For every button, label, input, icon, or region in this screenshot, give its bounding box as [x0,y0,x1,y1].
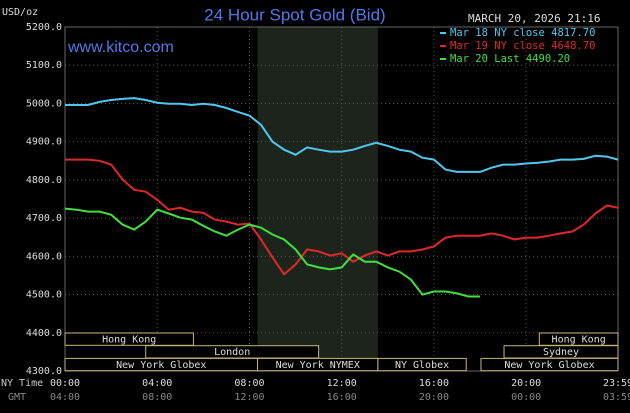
y-tick-label: 4600.0 [26,251,62,262]
series-line [64,207,480,298]
x2-tick-label: 03:59 [603,392,630,403]
x2-tick-label: 16:00 [327,392,357,403]
session-label: New York Globex [504,360,594,371]
session-label: London [214,347,250,358]
x-tick-label: 16:00 [419,378,449,389]
session-label: NY Globex [395,360,449,371]
session-bar [480,357,619,372]
y-tick-label: 4800.0 [26,175,62,186]
x-tick-label: 23:59 [603,378,630,389]
x2-tick-label: 08:00 [142,392,172,403]
chart-title: 24 Hour Spot Gold (Bid) [204,5,385,24]
y-tick-label: 4500.0 [26,290,62,301]
series-line [65,97,619,173]
timestamp: MARCH 20, 2026 21:16 [468,12,600,25]
x2-tick-label: 12:00 [234,392,264,403]
y-tick-label: 4900.0 [26,137,62,148]
y-unit: USD/oz [2,7,38,18]
y-tick-label: 4400.0 [26,328,62,339]
x2-tick-label: 20:00 [419,392,449,403]
y-tick-label: 4300.0 [26,366,62,377]
x-tick-label: 20:00 [511,378,541,389]
x-axis-label: NY Time [1,378,43,389]
session-label: Hong Kong [552,335,606,346]
x2-tick-label: 04:00 [50,392,80,403]
watermark: www.kitco.com [67,39,174,56]
y-tick-label: 5200.0 [26,22,62,33]
session-label: New York NYMEX [276,360,360,371]
x2-axis-label: GMT [8,392,26,403]
session-label: Sydney [543,347,579,358]
y-tick-label: 4700.0 [26,213,62,224]
y-tick-label: 5000.0 [26,98,62,109]
x2-tick-label: 00:00 [511,392,541,403]
y-tick-label: 5100.0 [26,60,62,71]
legend-label: Mar 20 Last 4490.20 [450,53,570,65]
legend-label: Mar 19 NY close 4648.70 [450,40,595,52]
x-tick-label: 00:00 [50,378,80,389]
legend-label: Mar 18 NY close 4817.70 [450,27,595,39]
x-tick-label: 08:00 [234,378,264,389]
session-bar [64,332,194,346]
series-line [65,158,619,276]
session-label: New York Globex [116,360,206,371]
x-tick-label: 12:00 [327,378,357,389]
x-tick-label: 04:00 [142,378,172,389]
session-label: Hong Kong [102,335,156,346]
session-bar [377,357,467,372]
session-highlight [257,27,378,371]
